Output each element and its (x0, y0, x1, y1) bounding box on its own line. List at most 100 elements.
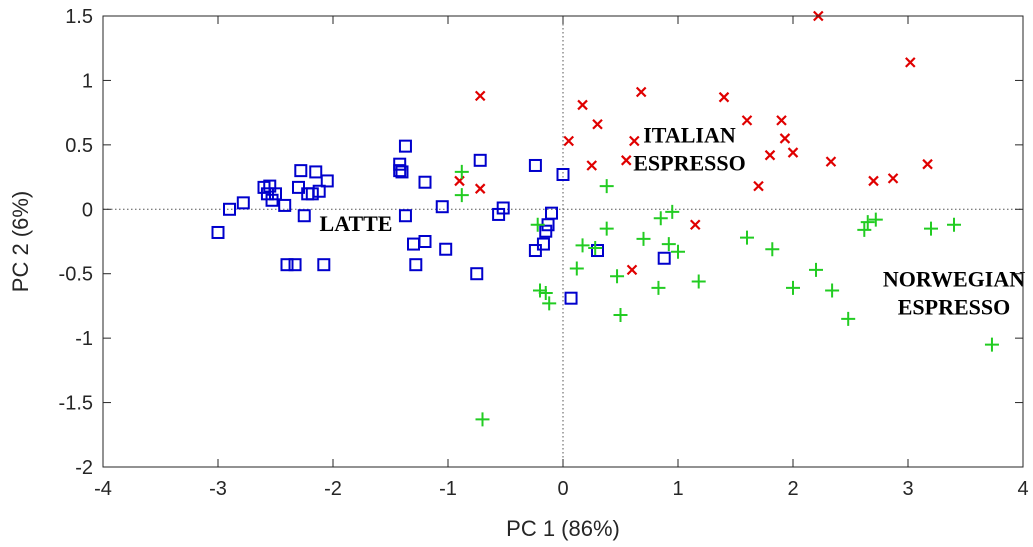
data-point-cross (592, 118, 603, 130)
data-point-plus (984, 337, 999, 352)
x-tick-label: 1 (672, 478, 683, 500)
data-point-square (305, 187, 319, 201)
y-tick-label: 0.5 (65, 135, 93, 157)
x-tick-label: -3 (209, 478, 227, 500)
y-tick-label: 1 (82, 70, 93, 92)
data-point-plus (868, 212, 883, 227)
data-point-plus (786, 280, 800, 295)
data-point-plus (610, 269, 625, 284)
data-point-square (395, 165, 409, 179)
data-point-plus (454, 188, 469, 203)
y-tick-label: 0 (82, 199, 93, 221)
data-point-cross (577, 99, 588, 111)
data-point-cross (868, 175, 879, 187)
data-point-plus (924, 221, 938, 236)
series-cross (454, 10, 933, 276)
data-point-cross (635, 86, 647, 98)
data-point-cross (753, 180, 764, 192)
data-point-plus (765, 242, 780, 257)
data-point-square (564, 291, 578, 305)
group-label-line: ESPRESSO (898, 295, 1011, 320)
data-point-plus (575, 238, 590, 253)
data-point-square (297, 209, 311, 223)
data-point-square (211, 225, 225, 239)
x-tick-label: -4 (94, 478, 112, 500)
annotation-layer: LATTE ITALIAN ESPRESSO NORWEGIAN ESPRESSO (320, 122, 1026, 319)
data-point-cross (718, 91, 730, 103)
data-point-square (398, 139, 412, 153)
x-tick-label: 4 (1017, 478, 1028, 500)
y-tick-label: -0.5 (59, 264, 93, 286)
group-label: ITALIAN ESPRESSO (633, 122, 746, 175)
x-tick-label: 3 (902, 478, 913, 500)
data-point-cross (887, 173, 899, 184)
group-label-line: NORWEGIAN (883, 267, 1025, 292)
data-point-square (470, 267, 484, 281)
data-point-cross (563, 135, 575, 147)
data-point-plus (857, 222, 872, 237)
data-point-plus (533, 283, 547, 298)
group-label-line: ITALIAN (643, 122, 736, 147)
ticks-layer (102, 15, 1024, 468)
series-square (211, 139, 671, 305)
group-label-line: ESPRESSO (633, 150, 746, 175)
x-tick-label: 0 (557, 478, 568, 500)
data-point-plus (653, 211, 668, 226)
data-point-square (591, 244, 604, 258)
data-point-square (393, 164, 407, 178)
data-point-square (294, 164, 308, 178)
data-point-square (236, 196, 250, 210)
data-point-square (435, 200, 449, 214)
x-tick-label: -1 (439, 478, 457, 500)
data-point-plus (538, 286, 553, 301)
data-point-square (309, 165, 323, 179)
data-point-cross (825, 156, 837, 167)
data-point-plus (661, 237, 676, 252)
series-plus (454, 164, 999, 427)
data-point-square (409, 258, 423, 272)
data-point-cross (776, 115, 787, 126)
data-point-square (545, 206, 558, 220)
data-point-square (317, 258, 331, 272)
data-point-square (473, 153, 487, 167)
data-point-square (269, 187, 282, 201)
data-point-cross (620, 155, 632, 166)
data-point-plus (947, 217, 961, 232)
data-point-plus (841, 311, 856, 326)
data-point-plus (809, 262, 823, 277)
data-point-plus (651, 280, 666, 295)
data-point-plus (860, 215, 875, 230)
data-point-plus (825, 283, 840, 298)
data-point-cross (741, 115, 753, 126)
x-tick-label: 2 (787, 478, 798, 500)
data-point-plus (454, 164, 469, 179)
data-point-square (280, 258, 294, 272)
data-point-square (418, 175, 432, 189)
data-point-square (288, 258, 302, 272)
data-point-cross (787, 147, 799, 158)
data-point-square (439, 242, 453, 256)
data-point-plus (569, 261, 584, 276)
group-label: LATTE (320, 211, 393, 236)
y-tick-label: -2 (75, 457, 93, 479)
data-point-cross (905, 57, 916, 68)
data-point-plus (636, 231, 651, 246)
data-point-cross (922, 158, 933, 170)
points-layer (211, 10, 999, 427)
y-tick-label: -1 (75, 328, 93, 350)
group-label-line: LATTE (320, 211, 393, 236)
data-point-plus (530, 217, 545, 232)
data-point-plus (613, 307, 628, 322)
data-point-square (496, 201, 510, 215)
data-point-plus (588, 240, 603, 255)
data-point-cross (586, 160, 598, 171)
zero-lines (103, 16, 1023, 467)
data-point-cross (629, 135, 640, 147)
data-point-square (312, 184, 326, 198)
data-point-plus (740, 230, 754, 245)
data-point-plus (475, 412, 490, 427)
data-point-square (320, 174, 334, 188)
x-tick-label: -2 (324, 478, 342, 500)
data-point-square (418, 235, 432, 248)
data-point-cross (474, 90, 486, 102)
